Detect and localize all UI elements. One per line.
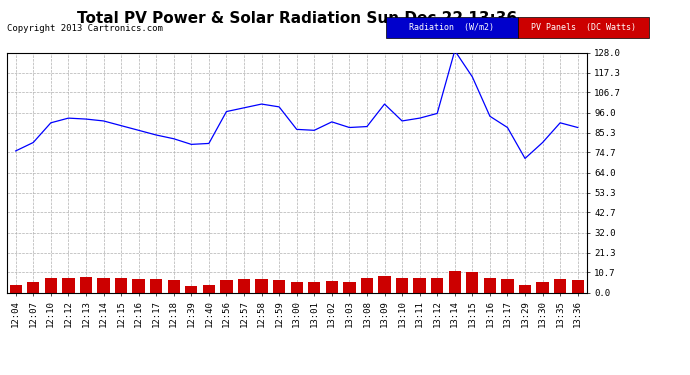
Bar [45,278,57,292]
Bar [378,276,391,292]
Bar [220,280,233,292]
Bar [536,282,549,292]
Bar [431,278,444,292]
Bar [10,285,22,292]
Bar [203,285,215,292]
Bar [484,278,496,292]
Text: Copyright 2013 Cartronics.com: Copyright 2013 Cartronics.com [7,24,163,33]
Bar [448,271,461,292]
Bar [80,277,92,292]
Bar [361,278,373,292]
Bar [255,279,268,292]
Bar [519,285,531,292]
Bar [308,282,320,292]
Bar [27,282,39,292]
Bar [115,278,127,292]
Text: Total PV Power & Solar Radiation Sun Dec 22 13:36: Total PV Power & Solar Radiation Sun Dec… [77,11,517,26]
Bar [185,286,197,292]
Bar [290,282,303,292]
Bar [571,280,584,292]
Bar [273,280,285,292]
Bar [150,279,162,292]
Bar [326,281,338,292]
Bar [396,278,408,292]
Text: PV Panels  (DC Watts): PV Panels (DC Watts) [531,22,635,32]
Bar [97,278,110,292]
Bar [238,279,250,292]
Bar [502,279,513,292]
Bar [132,279,145,292]
Bar [168,280,180,292]
Bar [554,279,566,292]
Bar [466,272,478,292]
Bar [413,278,426,292]
Bar [343,282,355,292]
Bar [62,278,75,292]
Text: Radiation  (W/m2): Radiation (W/m2) [409,22,495,32]
